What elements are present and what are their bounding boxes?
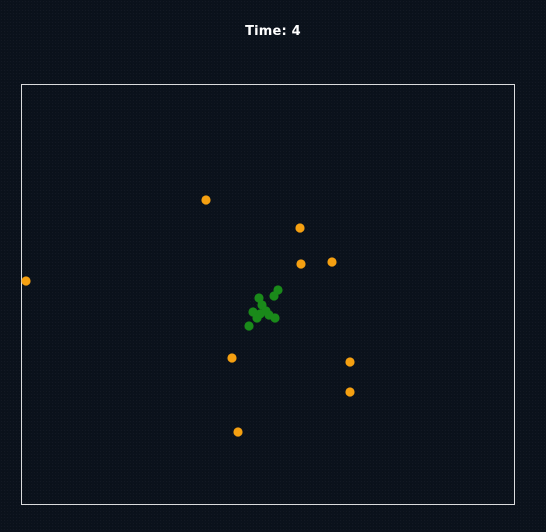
orange-particle <box>201 195 211 205</box>
orange-particle <box>345 357 355 367</box>
orange-particle <box>345 387 355 397</box>
green-particle <box>252 313 262 323</box>
green-particle <box>270 313 280 323</box>
green-particle <box>254 293 264 303</box>
green-particle <box>244 321 254 331</box>
orange-particle <box>327 257 337 267</box>
orange-particle <box>227 353 237 363</box>
orange-particle <box>296 259 306 269</box>
time-label: Time: 4 <box>245 24 301 39</box>
orange-particle <box>233 427 243 437</box>
green-particle <box>269 291 279 301</box>
orange-particle <box>295 223 305 233</box>
simulation-arena <box>21 84 515 505</box>
orange-particle <box>21 276 31 286</box>
